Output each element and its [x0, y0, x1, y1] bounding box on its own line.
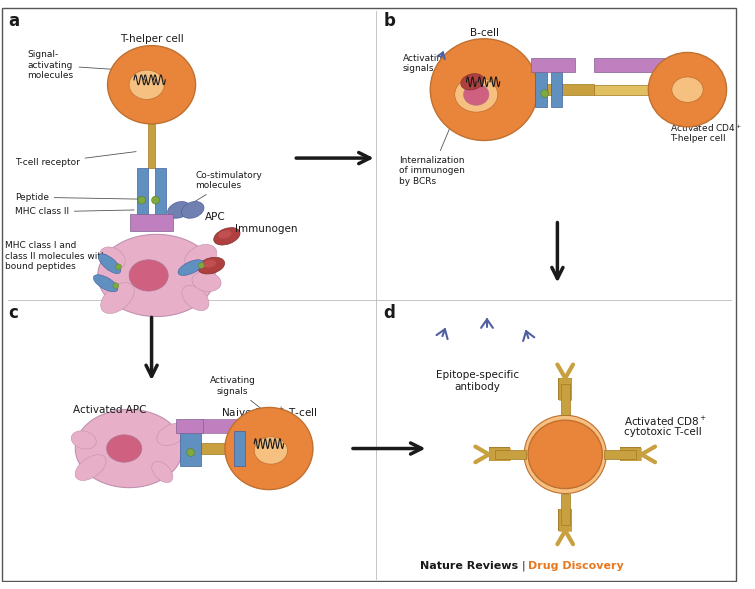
Text: Internalization
of immunogen
by BCRs: Internalization of immunogen by BCRs [399, 100, 465, 186]
FancyBboxPatch shape [137, 168, 148, 217]
Polygon shape [561, 494, 569, 525]
Text: a: a [8, 12, 19, 31]
Text: Activating
signals: Activating signals [403, 54, 506, 73]
Text: Activating
signals: Activating signals [210, 376, 275, 419]
Ellipse shape [184, 244, 217, 272]
Ellipse shape [129, 70, 165, 100]
Text: MHC class II: MHC class II [14, 207, 134, 216]
FancyBboxPatch shape [130, 214, 173, 231]
Text: |: | [521, 560, 525, 571]
Ellipse shape [672, 77, 703, 102]
Ellipse shape [181, 201, 204, 219]
Ellipse shape [98, 234, 215, 316]
Ellipse shape [198, 257, 224, 274]
Circle shape [116, 264, 122, 270]
Text: Drug Discovery: Drug Discovery [528, 561, 624, 571]
Ellipse shape [524, 415, 606, 494]
Ellipse shape [254, 437, 288, 464]
Text: d: d [384, 304, 395, 322]
Polygon shape [561, 384, 569, 415]
Ellipse shape [168, 201, 190, 219]
FancyBboxPatch shape [176, 419, 203, 433]
Circle shape [152, 196, 159, 204]
Text: Nature Reviews: Nature Reviews [420, 561, 518, 571]
FancyBboxPatch shape [550, 72, 562, 107]
Ellipse shape [76, 409, 183, 488]
Polygon shape [604, 450, 636, 459]
Ellipse shape [464, 84, 489, 105]
Text: Immunogen: Immunogen [235, 224, 297, 234]
FancyBboxPatch shape [593, 58, 697, 72]
Circle shape [541, 90, 549, 97]
Ellipse shape [152, 461, 173, 482]
Circle shape [138, 196, 146, 204]
Ellipse shape [100, 247, 125, 269]
Text: c: c [8, 304, 17, 322]
Text: Peptide: Peptide [14, 193, 139, 201]
Text: B-cell: B-cell [470, 28, 498, 38]
Ellipse shape [107, 45, 196, 124]
Polygon shape [495, 450, 526, 459]
Ellipse shape [71, 431, 96, 449]
Text: Co-stimulatory
molecules: Co-stimulatory molecules [193, 171, 263, 203]
Ellipse shape [100, 283, 134, 313]
FancyBboxPatch shape [531, 58, 575, 72]
Ellipse shape [202, 260, 216, 268]
Text: MHC class I and
class II molecules with
bound peptides: MHC class I and class II molecules with … [5, 241, 106, 271]
Ellipse shape [461, 74, 484, 90]
Ellipse shape [214, 227, 240, 245]
Ellipse shape [178, 260, 203, 276]
Ellipse shape [98, 254, 121, 273]
Circle shape [199, 263, 205, 269]
Ellipse shape [94, 274, 118, 292]
Circle shape [186, 448, 195, 456]
Text: Activated CD8$^+$: Activated CD8$^+$ [624, 415, 707, 428]
Text: Activated APC: Activated APC [72, 405, 146, 415]
Text: T-helper cell: T-helper cell [670, 134, 726, 143]
Ellipse shape [182, 286, 209, 310]
Ellipse shape [455, 77, 498, 112]
FancyBboxPatch shape [148, 124, 156, 168]
Ellipse shape [129, 260, 168, 291]
Ellipse shape [106, 435, 142, 462]
Text: Epitope-specific
antibody: Epitope-specific antibody [436, 370, 519, 392]
Ellipse shape [528, 420, 602, 489]
Ellipse shape [76, 455, 106, 481]
FancyBboxPatch shape [180, 431, 202, 466]
Text: Naive CD8$^+$ T-cell: Naive CD8$^+$ T-cell [220, 405, 317, 419]
Text: T-cell receptor: T-cell receptor [14, 151, 136, 167]
Text: Activated CD4$^+$: Activated CD4$^+$ [670, 122, 742, 134]
FancyBboxPatch shape [156, 168, 166, 217]
Ellipse shape [157, 423, 186, 445]
Ellipse shape [218, 230, 232, 239]
Ellipse shape [192, 272, 221, 292]
FancyBboxPatch shape [535, 84, 593, 95]
Text: APC: APC [205, 212, 226, 221]
FancyBboxPatch shape [535, 72, 547, 107]
Ellipse shape [649, 52, 726, 127]
Text: T-helper cell: T-helper cell [120, 34, 183, 44]
FancyBboxPatch shape [234, 431, 245, 466]
FancyBboxPatch shape [202, 419, 255, 433]
Ellipse shape [225, 408, 313, 489]
Ellipse shape [430, 39, 538, 141]
Circle shape [112, 283, 119, 289]
Text: cytotoxic T-cell: cytotoxic T-cell [624, 427, 701, 437]
Text: b: b [384, 12, 395, 31]
FancyBboxPatch shape [199, 443, 257, 454]
Text: Signal-
activating
molecules: Signal- activating molecules [27, 50, 122, 80]
FancyBboxPatch shape [593, 85, 697, 94]
